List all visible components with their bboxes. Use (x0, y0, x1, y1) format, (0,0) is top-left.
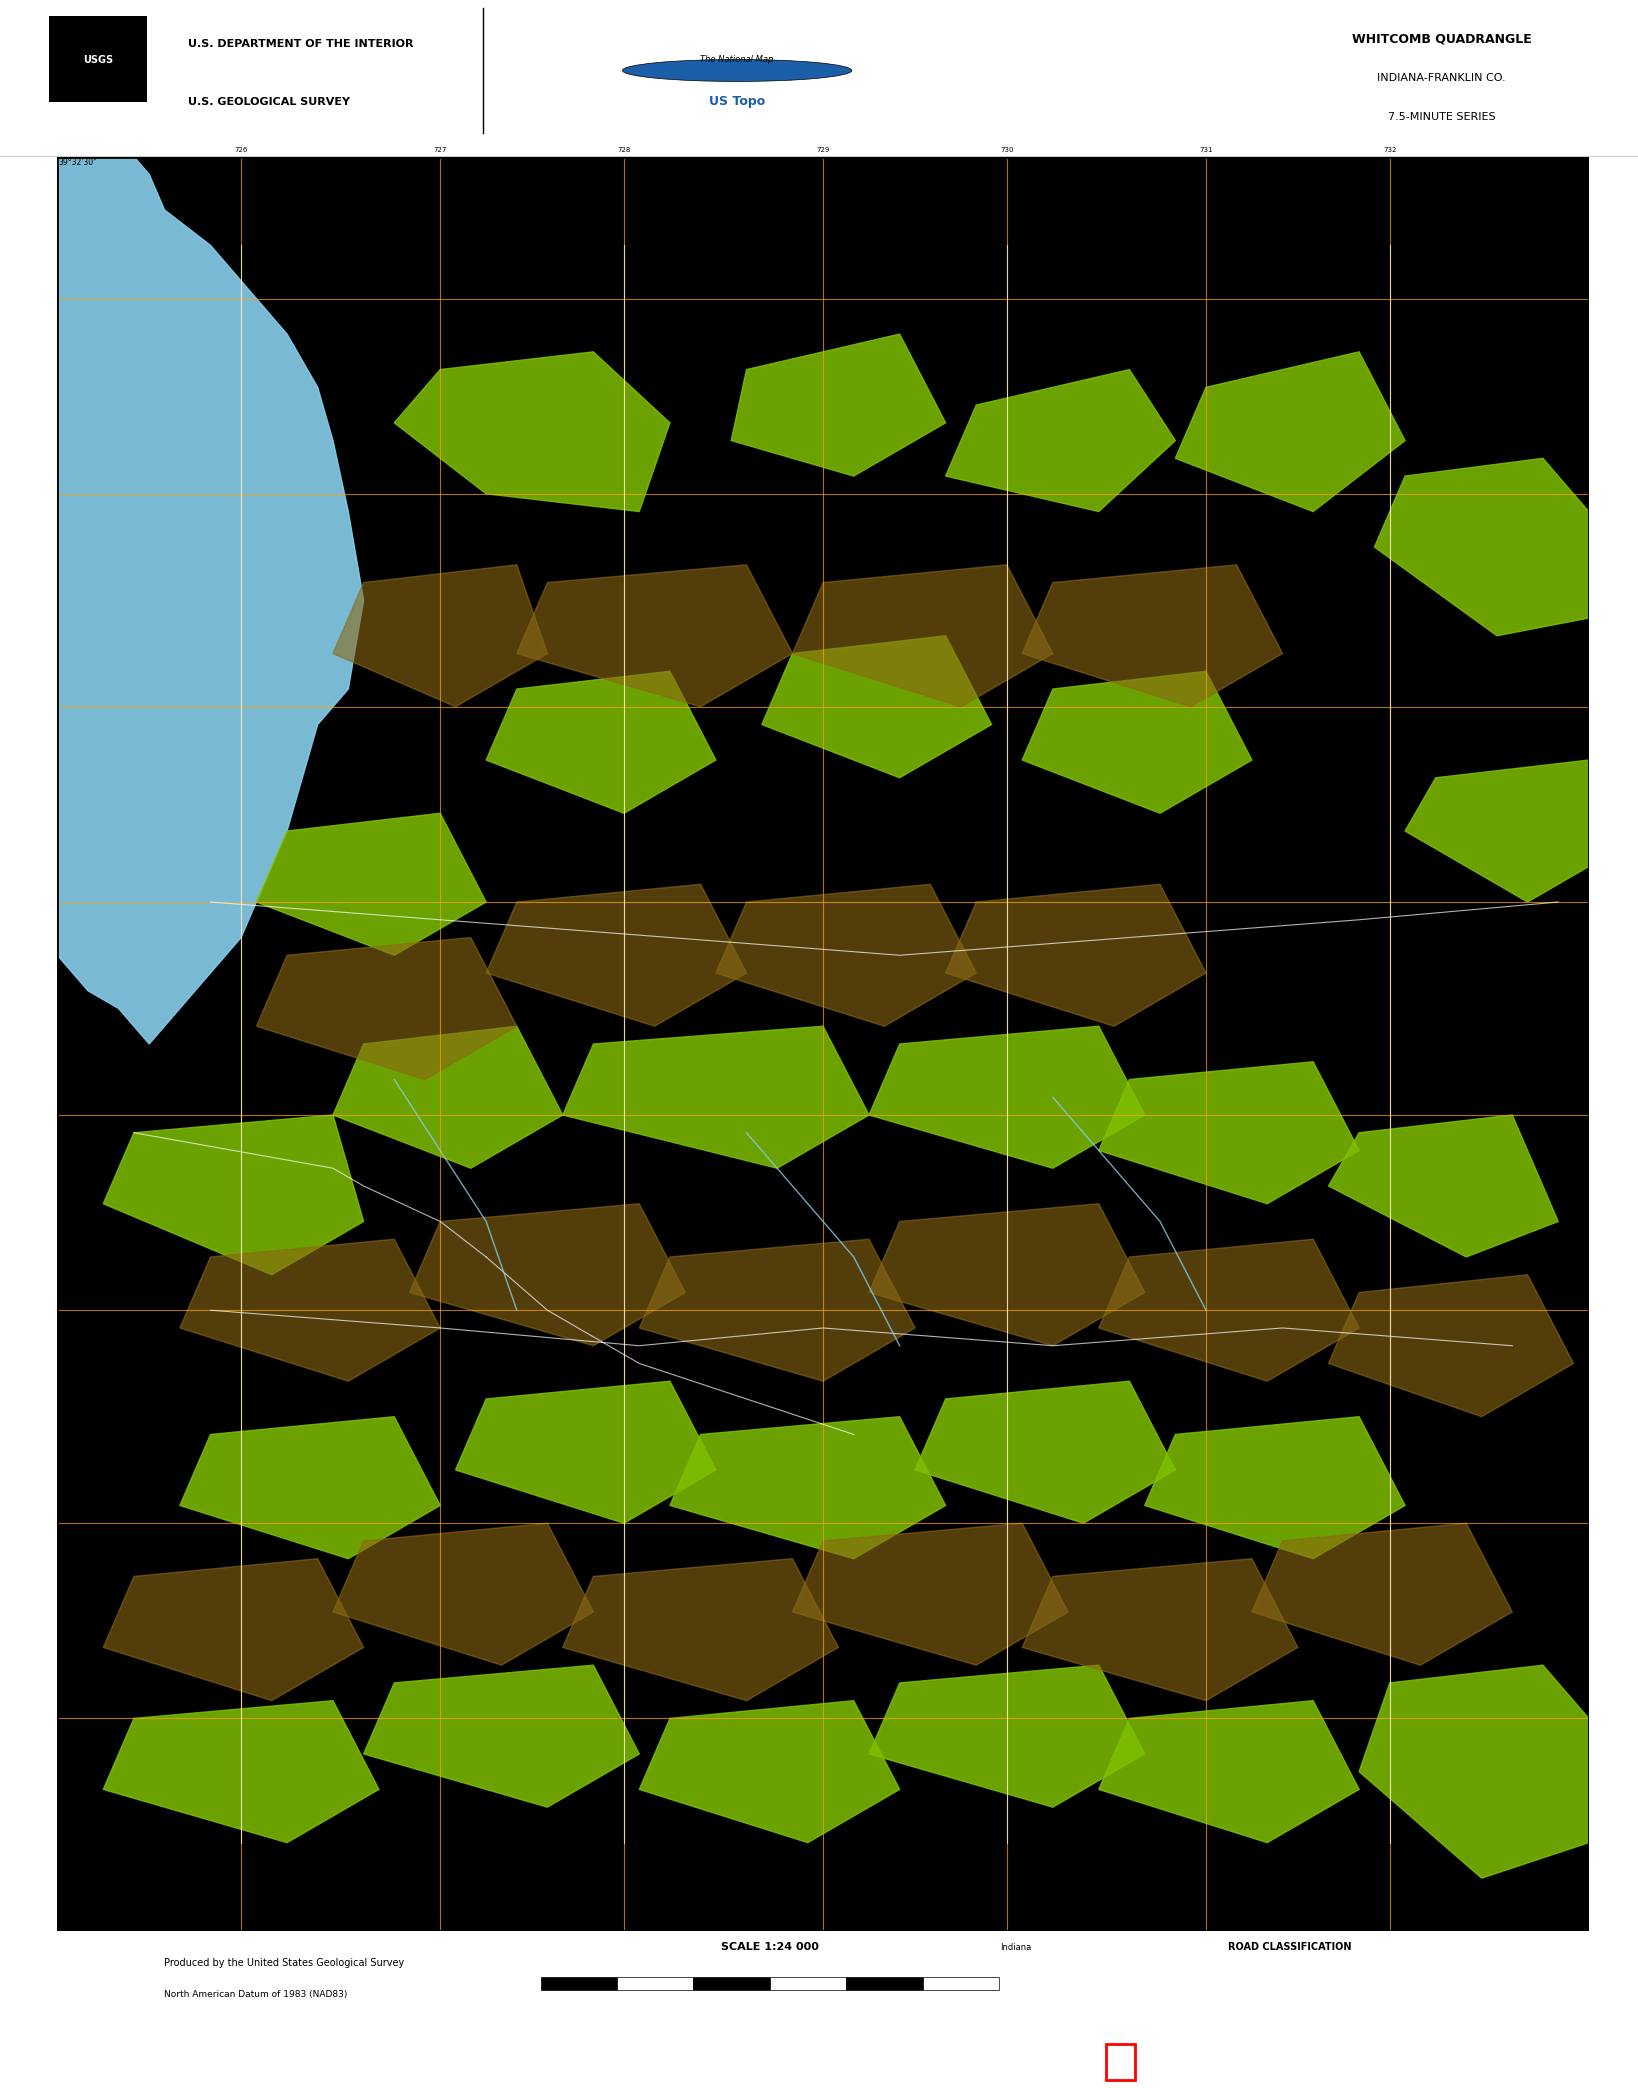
Polygon shape (333, 1524, 593, 1666)
Bar (770, 1977, 847, 1990)
Circle shape (622, 61, 852, 81)
Text: INDIANA-FRANKLIN CO.: INDIANA-FRANKLIN CO. (1378, 73, 1505, 84)
Text: 84°52'30": 84°52'30" (1550, 1921, 1587, 1929)
Polygon shape (180, 1238, 441, 1382)
Bar (618, 1977, 693, 1990)
Polygon shape (670, 1416, 945, 1558)
Text: 39°32'30": 39°32'30" (59, 159, 98, 167)
Polygon shape (870, 1203, 1145, 1347)
Text: 732: 732 (1382, 146, 1397, 152)
Polygon shape (103, 1115, 364, 1274)
Polygon shape (1022, 566, 1283, 708)
Polygon shape (333, 1027, 563, 1169)
Polygon shape (945, 885, 1206, 1027)
Text: 84°52'30": 84°52'30" (1550, 159, 1587, 167)
Polygon shape (57, 157, 364, 1044)
Polygon shape (639, 1700, 899, 1844)
Polygon shape (1099, 1063, 1360, 1203)
Polygon shape (870, 1666, 1145, 1806)
Text: 39°22'30": 39°22'30" (59, 1921, 97, 1929)
Polygon shape (916, 1382, 1176, 1524)
Polygon shape (103, 1700, 378, 1844)
Polygon shape (1374, 459, 1589, 637)
Text: U.S. GEOLOGICAL SURVEY: U.S. GEOLOGICAL SURVEY (188, 96, 351, 106)
Text: The National Map: The National Map (701, 54, 773, 65)
Polygon shape (180, 1416, 441, 1558)
Polygon shape (563, 1027, 870, 1169)
Polygon shape (518, 566, 793, 708)
Bar (49, 15, 147, 102)
Bar (693, 1977, 770, 1990)
Text: U.S. DEPARTMENT OF THE INTERIOR: U.S. DEPARTMENT OF THE INTERIOR (188, 40, 414, 48)
Text: 726: 726 (234, 146, 247, 152)
Text: 727: 727 (434, 146, 447, 152)
Polygon shape (1328, 1274, 1574, 1416)
Polygon shape (945, 370, 1176, 512)
Polygon shape (410, 1203, 685, 1347)
Text: North American Datum of 1983 (NAD83): North American Datum of 1983 (NAD83) (164, 1990, 347, 1998)
Text: ROAD CLASSIFICATION: ROAD CLASSIFICATION (1228, 1942, 1351, 1952)
Polygon shape (1022, 1558, 1297, 1700)
Text: Indiana: Indiana (999, 1942, 1032, 1952)
Polygon shape (103, 1558, 364, 1700)
Text: 731: 731 (1199, 146, 1212, 152)
Text: 729: 729 (816, 146, 830, 152)
Text: USGS: USGS (84, 54, 113, 65)
Text: Produced by the United States Geological Survey: Produced by the United States Geological… (164, 1959, 405, 1967)
Text: 730: 730 (1001, 146, 1014, 152)
Bar (847, 1977, 922, 1990)
Polygon shape (1251, 1524, 1512, 1666)
Polygon shape (486, 885, 747, 1027)
Bar (1106, 2044, 1135, 2080)
Polygon shape (455, 1382, 716, 1524)
Text: 7.5-MINUTE SERIES: 7.5-MINUTE SERIES (1387, 113, 1495, 123)
Polygon shape (257, 938, 518, 1079)
Polygon shape (1099, 1700, 1360, 1844)
Polygon shape (762, 637, 991, 779)
Bar (541, 1977, 618, 1990)
Polygon shape (731, 334, 945, 476)
Polygon shape (1360, 1666, 1589, 1879)
Polygon shape (563, 1558, 839, 1700)
Polygon shape (1328, 1115, 1558, 1257)
Text: 728: 728 (618, 146, 631, 152)
Polygon shape (257, 814, 486, 956)
Polygon shape (716, 885, 976, 1027)
Polygon shape (1405, 760, 1589, 902)
Polygon shape (364, 1666, 639, 1806)
Text: SCALE 1:24 000: SCALE 1:24 000 (721, 1942, 819, 1952)
Text: WHITCOMB QUADRANGLE: WHITCOMB QUADRANGLE (1351, 33, 1532, 46)
Polygon shape (870, 1027, 1145, 1169)
Polygon shape (333, 566, 547, 708)
Polygon shape (486, 672, 716, 814)
Bar (922, 1977, 999, 1990)
Text: US Topo: US Topo (709, 96, 765, 109)
Polygon shape (1176, 353, 1405, 512)
Polygon shape (395, 353, 670, 512)
Polygon shape (793, 566, 1053, 708)
Polygon shape (793, 1524, 1068, 1666)
Polygon shape (1022, 672, 1251, 814)
Polygon shape (1099, 1238, 1360, 1382)
Polygon shape (639, 1238, 916, 1382)
Polygon shape (1145, 1416, 1405, 1558)
